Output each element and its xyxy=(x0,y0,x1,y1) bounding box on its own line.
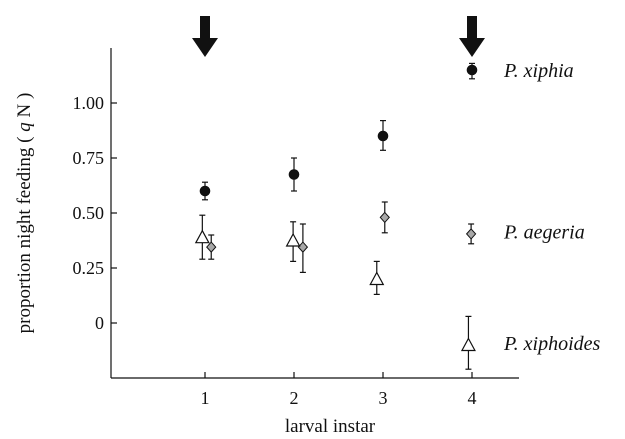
y-axis-label-close: ) xyxy=(14,93,35,99)
series-labels: P. xiphia P. aegeria P. xiphoides xyxy=(503,60,601,355)
y-axis-label-main: proportion night feeding xyxy=(14,147,35,333)
y-axis-label-paren: ( xyxy=(14,136,35,142)
data-point-diamond xyxy=(465,228,477,240)
data-point-diamond xyxy=(379,211,390,224)
x-tick-label: 4 xyxy=(468,388,477,408)
data-point-triangle xyxy=(460,337,476,352)
y-tick-label: 0.25 xyxy=(73,258,105,278)
x-tick-label: 2 xyxy=(290,388,299,408)
series-label: P. aegeria xyxy=(503,222,585,244)
y-tick-label: 0.50 xyxy=(73,203,105,223)
data-point-circle xyxy=(199,185,211,197)
data-point-circle xyxy=(377,130,389,142)
y-tick-label: 0.75 xyxy=(73,148,105,168)
y-axis-label-q: q xyxy=(14,122,35,132)
down-arrow-icon xyxy=(192,16,218,57)
data-marks xyxy=(194,62,478,370)
data-point-circle xyxy=(288,169,300,180)
tick-layer: 1.00 0.75 0.50 0.25 0 1 2 3 4 xyxy=(73,93,477,408)
y-tick-label: 0 xyxy=(95,313,104,333)
y-tick-label: 1.00 xyxy=(73,93,105,113)
data-point-diamond xyxy=(206,241,217,253)
data-point-diamond xyxy=(297,241,309,253)
data-point-circle xyxy=(466,64,478,76)
data-point-triangle xyxy=(194,229,210,244)
down-arrow-icon xyxy=(459,16,485,57)
x-axis-label: larval instar xyxy=(285,416,376,437)
axes xyxy=(110,48,519,379)
data-point-triangle xyxy=(369,271,385,286)
x-tick-label: 1 xyxy=(201,388,210,408)
arrow-layer xyxy=(192,16,485,57)
y-axis-label-n: N xyxy=(14,103,35,117)
series-label: P. xiphia xyxy=(503,60,574,82)
x-tick-label: 3 xyxy=(379,388,388,408)
data-point-triangle xyxy=(285,232,301,247)
y-axis-label: proportion night feeding ( q N ) xyxy=(14,93,35,334)
series-label: P. xiphoides xyxy=(503,333,601,355)
